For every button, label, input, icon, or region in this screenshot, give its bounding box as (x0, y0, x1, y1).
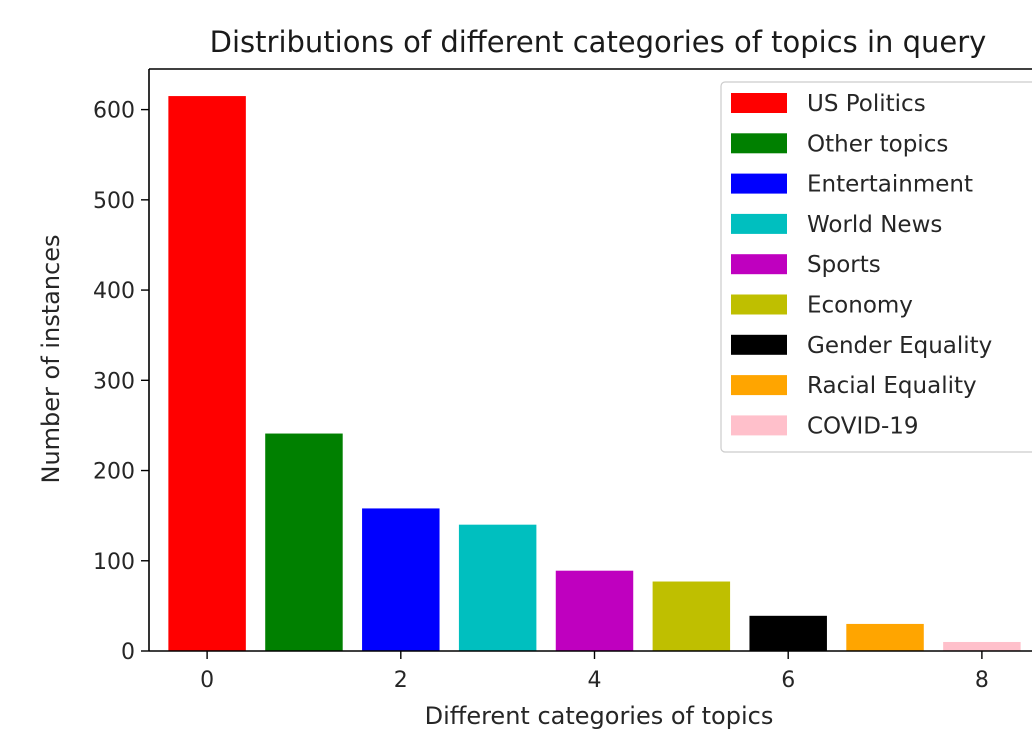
y-ticks-group: 0 100 200 300 400 500 600 (93, 99, 149, 665)
chart-title: Distributions of different categories of… (210, 25, 987, 59)
y-tick-label: 400 (93, 279, 135, 304)
y-tick-label: 0 (121, 640, 135, 665)
legend-swatch-5 (731, 294, 787, 315)
legend-swatch-3 (731, 213, 787, 234)
bar-7 (846, 623, 924, 651)
legend-swatch-2 (731, 173, 787, 194)
bar-0 (168, 96, 246, 652)
legend-swatch-0 (731, 93, 787, 113)
x-tick-label: 8 (975, 668, 989, 693)
legend: US Politics Other topics Entertainment Worl… (720, 81, 1032, 453)
legend-label-6: Gender Equality (807, 333, 992, 359)
x-tick-label: 0 (200, 668, 214, 693)
legend-label-1: Other topics (807, 131, 948, 157)
y-tick-label: 300 (93, 369, 135, 394)
x-ticks-group: 0 2 4 6 8 (200, 651, 989, 693)
x-axis-label: Different categories of topics (425, 702, 774, 729)
bar-5 (652, 581, 731, 651)
y-tick-label: 600 (93, 99, 135, 124)
x-tick-label: 2 (394, 668, 408, 693)
x-tick-label: 4 (588, 668, 602, 693)
x-tick-label: 6 (781, 668, 795, 693)
legend-items-group: US Politics Other topics Entertainment Worl… (731, 91, 992, 439)
legend-label-7: Racial Equality (807, 373, 977, 399)
y-tick-label: 500 (93, 189, 135, 214)
legend-label-3: World News (807, 212, 942, 238)
bar-6 (749, 615, 827, 651)
legend-label-2: Entertainment (807, 172, 973, 198)
bar-1 (265, 433, 343, 651)
legend-swatch-8 (731, 415, 787, 436)
legend-swatch-1 (731, 133, 787, 154)
bars-group (168, 96, 1021, 652)
bar-4 (555, 570, 634, 651)
y-tick-label: 200 (93, 460, 135, 485)
legend-swatch-6 (731, 334, 787, 355)
legend-label-5: Economy (807, 293, 913, 319)
bar-2 (362, 508, 440, 651)
legend-label-0: US Politics (807, 91, 926, 117)
bar-3 (458, 524, 537, 651)
legend-label-4: Sports (807, 252, 881, 278)
y-tick-label: 100 (93, 550, 135, 575)
y-axis-label: Number of instances (37, 235, 65, 484)
legend-box (720, 81, 1032, 453)
legend-swatch-4 (731, 254, 787, 275)
bar-8 (943, 641, 1021, 651)
legend-label-8: COVID-19 (807, 413, 919, 439)
legend-swatch-7 (731, 375, 787, 396)
